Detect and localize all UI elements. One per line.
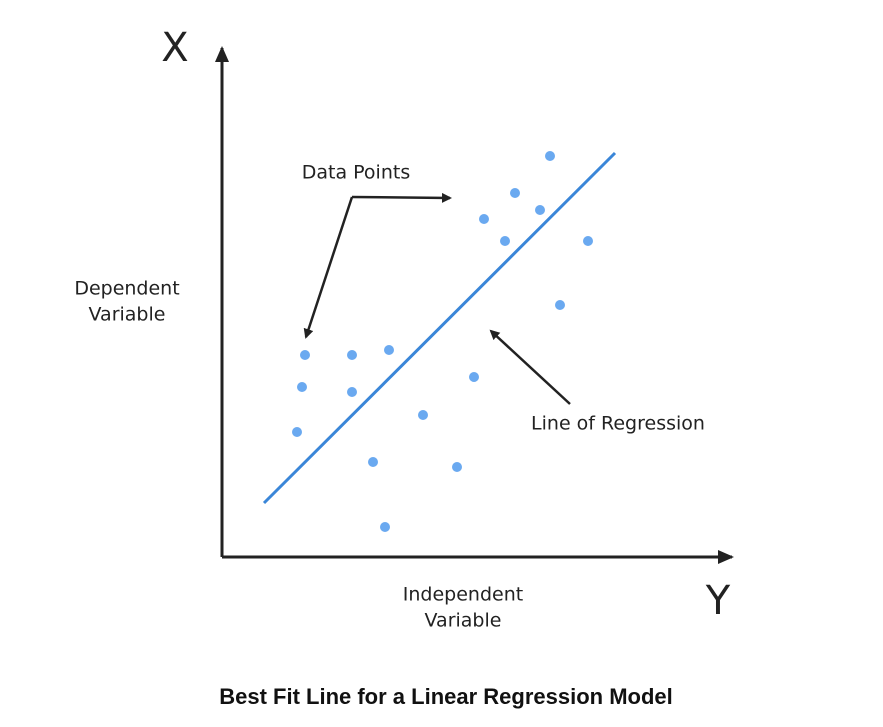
data-point: [583, 236, 593, 246]
data-point: [380, 522, 390, 532]
data-point: [300, 350, 310, 360]
data-point: [452, 462, 462, 472]
data-point: [347, 387, 357, 397]
data-point: [555, 300, 565, 310]
data-point: [510, 188, 520, 198]
data-point: [500, 236, 510, 246]
vertical-axis-label: Dependent: [74, 278, 179, 300]
horizontal-axis-label: Independent: [403, 584, 523, 606]
data-point: [535, 205, 545, 215]
data-points-label: Data Points: [302, 162, 410, 184]
horizontal-axis-letter: Y: [705, 578, 731, 624]
data-points: [292, 151, 593, 532]
caption: Best Fit Line for a Linear Regression Mo…: [219, 684, 673, 709]
data-point: [545, 151, 555, 161]
annotation-arrow: [489, 329, 571, 405]
vertical-axis-label: Variable: [89, 304, 166, 326]
data-point: [292, 427, 302, 437]
annotation-arrow: [351, 192, 452, 203]
horizontal-axis-label: Variable: [425, 610, 502, 632]
data-point: [479, 214, 489, 224]
data-point: [297, 382, 307, 392]
regression-label: Line of Regression: [531, 413, 705, 435]
data-point: [469, 372, 479, 382]
data-point: [384, 345, 394, 355]
data-point: [347, 350, 357, 360]
data-point: [418, 410, 428, 420]
annotation-arrow: [303, 196, 354, 339]
regression-line: [262, 151, 617, 505]
vertical-axis-letter: X: [161, 25, 188, 71]
data-point: [368, 457, 378, 467]
